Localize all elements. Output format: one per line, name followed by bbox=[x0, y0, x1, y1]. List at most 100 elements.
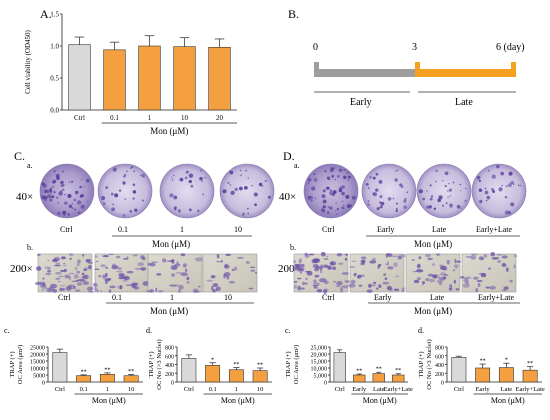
category-label: 0.1 bbox=[80, 386, 88, 393]
stain-spot bbox=[326, 176, 331, 180]
stain-spot bbox=[141, 173, 146, 178]
bar bbox=[333, 352, 346, 383]
cell-stain bbox=[478, 272, 486, 275]
stain-spot bbox=[341, 200, 344, 203]
significance-mark: ** bbox=[480, 359, 486, 365]
significance-mark: ** bbox=[376, 367, 382, 373]
category-label: Early+Late bbox=[515, 386, 544, 393]
stain-spot bbox=[447, 190, 449, 192]
y-tick-label: 200 bbox=[165, 372, 174, 378]
stain-spot bbox=[394, 178, 398, 182]
cell-stain bbox=[312, 285, 320, 287]
cell-stain bbox=[513, 254, 518, 258]
cell-stain bbox=[62, 264, 68, 267]
culture-dish bbox=[219, 163, 275, 219]
y-axis-label: TRAP (+) bbox=[418, 352, 425, 378]
significance-mark: * bbox=[505, 358, 508, 364]
cell-stain bbox=[391, 255, 399, 257]
stain-spot bbox=[171, 176, 173, 179]
culture-dish bbox=[97, 163, 153, 219]
cell-stain bbox=[171, 273, 175, 277]
cell-stain bbox=[432, 274, 440, 279]
stain-spot bbox=[452, 181, 455, 184]
y-tick-label: 0.5 bbox=[50, 75, 59, 83]
cell-stain bbox=[76, 263, 80, 267]
cell-stain bbox=[422, 281, 424, 286]
cell-stain bbox=[95, 260, 99, 263]
bar bbox=[103, 49, 126, 111]
cell-stain bbox=[443, 276, 447, 280]
stain-spot bbox=[264, 180, 267, 182]
stain-spot bbox=[341, 185, 345, 189]
cell-stain bbox=[415, 269, 424, 273]
stain-spot bbox=[70, 180, 74, 183]
cell-stain bbox=[345, 253, 348, 256]
cell-stain bbox=[195, 257, 203, 262]
cell-stain bbox=[132, 254, 138, 257]
x-axis-label: Mon (μM) bbox=[150, 126, 188, 136]
stain-spot bbox=[321, 194, 326, 199]
cell-stain bbox=[63, 262, 66, 265]
cell-stain bbox=[47, 270, 52, 273]
stain-spot bbox=[387, 197, 392, 201]
stain-spot bbox=[83, 185, 86, 188]
stain-spot bbox=[57, 211, 61, 215]
cell-stain bbox=[151, 261, 159, 263]
cell-stain bbox=[383, 273, 387, 276]
stain-spot bbox=[378, 179, 383, 184]
stain-spot bbox=[112, 203, 115, 206]
stain-spot bbox=[229, 184, 232, 186]
cell-stain bbox=[37, 253, 41, 257]
panel-c-mag-200: 200× bbox=[10, 263, 33, 275]
cell-stain bbox=[372, 281, 377, 284]
stain-spot bbox=[50, 192, 52, 194]
bar bbox=[392, 374, 405, 383]
cell-stain bbox=[369, 260, 377, 264]
significance-mark: ** bbox=[527, 361, 533, 367]
stain-spot bbox=[242, 214, 244, 217]
stain-spot bbox=[179, 177, 184, 182]
stain-spot bbox=[60, 184, 64, 188]
cell-stain bbox=[121, 277, 127, 279]
stain-spot bbox=[504, 210, 510, 215]
panel-c-a-group-label: Mon (μM) bbox=[152, 239, 190, 249]
category-label: 1 bbox=[235, 386, 238, 393]
cell-stain bbox=[470, 255, 477, 260]
y-tick-label: 15000 bbox=[30, 360, 45, 366]
cell-stain bbox=[416, 263, 421, 269]
stain-spot bbox=[169, 193, 174, 198]
cell-stain bbox=[509, 279, 513, 283]
cell-stain bbox=[94, 255, 99, 258]
cell-stain bbox=[64, 274, 70, 279]
stain-spot bbox=[229, 170, 234, 175]
stain-spot bbox=[173, 174, 175, 177]
panel-c-micro-label-1: 1 bbox=[170, 293, 174, 302]
stain-spot bbox=[80, 194, 83, 198]
cell-stain bbox=[182, 263, 186, 268]
cell-stain bbox=[344, 280, 351, 283]
category-label: Early bbox=[352, 386, 367, 393]
stain-spot bbox=[254, 203, 257, 207]
stain-spot bbox=[44, 198, 48, 201]
cell-stain bbox=[245, 261, 250, 264]
cell-stain bbox=[212, 283, 219, 288]
cell-stain bbox=[348, 283, 356, 288]
cell-stain bbox=[178, 284, 184, 290]
stain-spot bbox=[426, 190, 428, 192]
panel-d-dish-label-late: Late bbox=[432, 225, 447, 234]
cell-stain bbox=[57, 280, 61, 283]
stain-spot bbox=[491, 188, 494, 191]
stain-spot bbox=[313, 178, 318, 182]
cell-stain bbox=[41, 288, 45, 291]
cell-stain bbox=[487, 267, 492, 270]
stain-spot bbox=[367, 187, 370, 190]
significance-mark: ** bbox=[128, 369, 134, 375]
stain-spot bbox=[177, 209, 181, 213]
stain-spot bbox=[261, 185, 264, 187]
panel-c-b-group-label: Mon (μM) bbox=[150, 306, 188, 316]
stain-spot bbox=[202, 193, 204, 196]
stain-spot bbox=[67, 213, 71, 216]
y-axis-label: OC Area (μm²) bbox=[17, 345, 24, 384]
stain-spot bbox=[349, 204, 353, 208]
cell-stain bbox=[76, 270, 81, 274]
